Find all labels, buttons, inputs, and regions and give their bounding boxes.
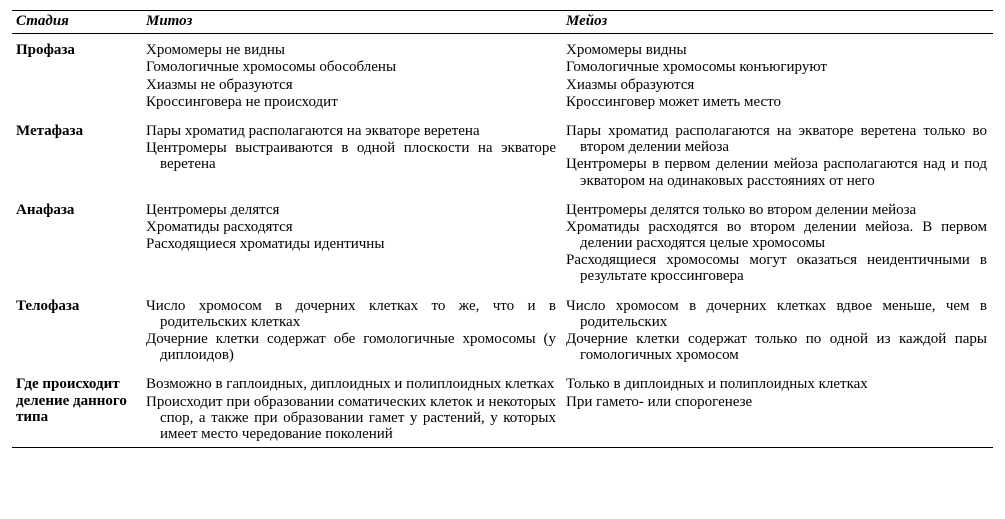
- stage-cell: Телофаза: [12, 290, 142, 369]
- stage-cell: Анафаза: [12, 194, 142, 290]
- meiosis-cell: Хромомеры видныГомологичные хромосомы ко…: [562, 34, 993, 115]
- cell-line: Центромеры делятся только во втором деле…: [566, 202, 987, 218]
- comparison-table: Стадия Митоз Мейоз ПрофазаХромомеры не в…: [12, 10, 993, 448]
- cell-line: Хромомеры не видны: [146, 42, 556, 58]
- cell-line: Хромомеры видны: [566, 42, 987, 58]
- table-row: ТелофазаЧисло хромосом в дочерних клетка…: [12, 290, 993, 369]
- stage-cell: Профаза: [12, 34, 142, 115]
- cell-line: Центромеры делятся: [146, 202, 556, 218]
- table-row: ПрофазаХромомеры не видныГомологичные хр…: [12, 34, 993, 115]
- cell-line: Расходящиеся хроматиды идентичны: [146, 236, 556, 252]
- cell-line: Расходящиеся хромосомы могут оказаться н…: [566, 252, 987, 284]
- cell-line: При гамето- или спорогенезе: [566, 394, 987, 410]
- cell-line: Дочерние клетки содержат обе гомологичны…: [146, 331, 556, 363]
- meiosis-cell: Пары хроматид располагаются на экваторе …: [562, 115, 993, 194]
- header-meiosis: Мейоз: [562, 11, 993, 34]
- mitosis-cell: Пары хроматид располагаются на экваторе …: [142, 115, 562, 194]
- cell-line: Кроссинговера не происходит: [146, 94, 556, 110]
- header-mitosis: Митоз: [142, 11, 562, 34]
- cell-line: Возможно в гаплоидных, диплоидных и поли…: [146, 376, 556, 392]
- cell-line: Хроматиды расходятся во втором делении м…: [566, 219, 987, 251]
- cell-line: Число хромосом в дочерних клетках то же,…: [146, 298, 556, 330]
- stage-cell: Метафаза: [12, 115, 142, 194]
- cell-line: Хиазмы не образуются: [146, 77, 556, 93]
- cell-line: Центромеры в первом делении мейоза распо…: [566, 156, 987, 188]
- mitosis-cell: Возможно в гаплоидных, диплоидных и поли…: [142, 368, 562, 447]
- cell-line: Центромеры выстраиваются в одной плоскос…: [146, 140, 556, 172]
- cell-line: Хроматиды расходятся: [146, 219, 556, 235]
- cell-line: Хиазмы образуются: [566, 77, 987, 93]
- meiosis-cell: Центромеры делятся только во втором деле…: [562, 194, 993, 290]
- cell-line: Пары хроматид располагаются на экваторе …: [146, 123, 556, 139]
- header-stage: Стадия: [12, 11, 142, 34]
- cell-line: Дочерние клетки содержат только по одной…: [566, 331, 987, 363]
- stage-cell: Где происходит деление данного типа: [12, 368, 142, 447]
- table-row: Где происходит деление данного типаВозмо…: [12, 368, 993, 447]
- cell-line: Пары хроматид располагаются на экваторе …: [566, 123, 987, 155]
- cell-line: Кроссинговер может иметь место: [566, 94, 987, 110]
- cell-line: Гомологичные хромосомы конъюгируют: [566, 59, 987, 75]
- mitosis-cell: Число хромосом в дочерних клетках то же,…: [142, 290, 562, 369]
- cell-line: Только в диплоидных и полиплоидных клетк…: [566, 376, 987, 392]
- cell-line: Гомологичные хромосомы обособлены: [146, 59, 556, 75]
- mitosis-cell: Центромеры делятсяХроматиды расходятсяРа…: [142, 194, 562, 290]
- table-row: МетафазаПары хроматид располагаются на э…: [12, 115, 993, 194]
- table-row: АнафазаЦентромеры делятсяХроматиды расхо…: [12, 194, 993, 290]
- cell-line: Происходит при образовании соматических …: [146, 394, 556, 443]
- table-header-row: Стадия Митоз Мейоз: [12, 11, 993, 34]
- cell-line: Число хромосом в дочерних клетках вдвое …: [566, 298, 987, 330]
- meiosis-cell: Число хромосом в дочерних клетках вдвое …: [562, 290, 993, 369]
- meiosis-cell: Только в диплоидных и полиплоидных клетк…: [562, 368, 993, 447]
- mitosis-cell: Хромомеры не видныГомологичные хромосомы…: [142, 34, 562, 115]
